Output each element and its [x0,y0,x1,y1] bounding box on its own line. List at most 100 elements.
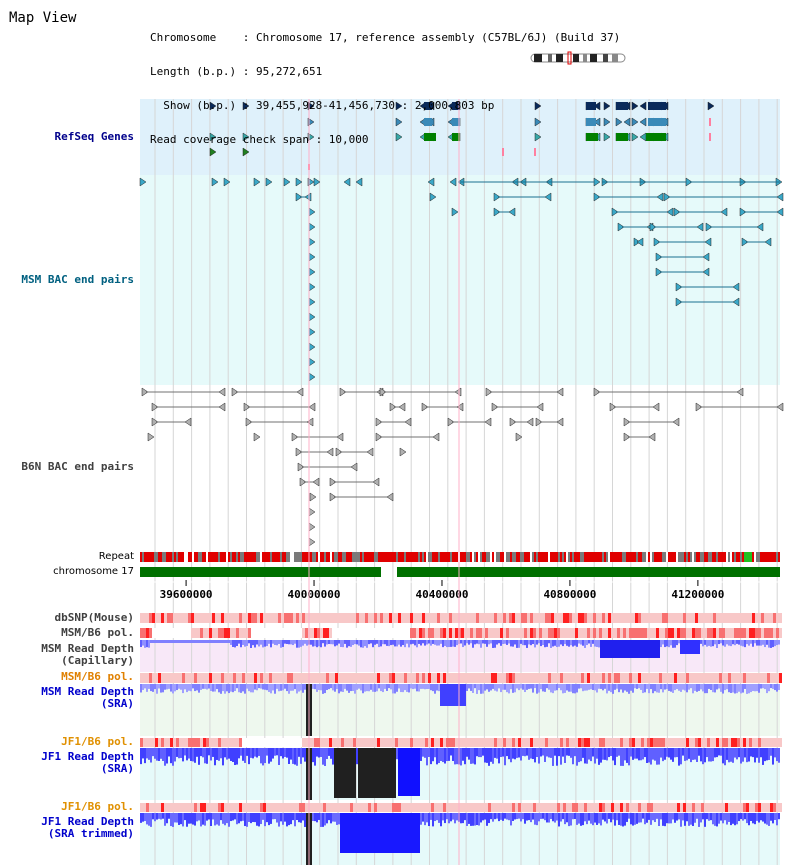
bac-end [265,177,273,187]
repeat-block [370,552,372,562]
depth-bar [312,813,314,821]
depth-bar [560,813,562,822]
depth-bar [178,640,180,643]
pol-cell [158,738,161,747]
depth-bar [696,813,698,819]
pol-cell [167,738,170,747]
pol-cell [596,803,599,812]
bac-end [675,282,683,292]
pol-cell [188,738,191,747]
pol-cell [377,803,380,812]
depth-bar [556,813,558,821]
depth-bar [534,748,536,763]
depth-bar [626,640,628,658]
pol-cell [272,628,275,638]
track-label-jf1-b6-pol-2[interactable]: JF1/B6 pol. [61,800,134,813]
depth-bar [494,684,496,691]
pol-cell [293,738,296,747]
track-label-msm-bac[interactable]: MSM BAC end pairs [21,273,134,286]
repeat-block [588,552,590,562]
pol-cell [188,673,191,683]
pol-cell [281,673,284,683]
depth-bar [522,748,524,756]
track-label-jf1-b6-pol-1[interactable]: JF1/B6 pol. [61,735,134,748]
pol-cell [542,803,545,812]
depth-bar [728,813,730,822]
depth-bar [710,748,712,762]
repeat-block [736,552,738,562]
depth-bar [512,813,514,821]
depth-bar [290,813,292,825]
repeat-block [556,552,558,562]
depth-bar [508,640,510,644]
depth-bar [470,748,472,764]
depth-bar [624,640,626,658]
repeat-block [482,552,484,562]
pol-cell [698,738,701,747]
track-label-msm-depth-sra[interactable]: MSM Read Depth (SRA) [41,685,134,710]
depth-bar [466,813,468,826]
pol-cell [614,803,617,812]
depth-bar [756,813,758,821]
depth-bar [618,813,620,825]
pol-cell [416,628,419,638]
depth-bar [410,684,412,689]
depth-bar [146,684,148,692]
track-label-b6n-bac[interactable]: B6N BAC end pairs [21,460,134,473]
repeat-block [182,552,184,562]
track-label-refseq[interactable]: RefSeq Genes [54,130,134,143]
depth-bar [386,748,388,798]
bac-end [295,192,303,202]
pol-cell [776,738,779,747]
depth-bar [246,640,248,646]
depth-bar [498,748,500,764]
bac-end [379,387,387,397]
pol-cell [584,628,587,638]
pol-cell [650,628,653,638]
depth-bar [500,813,502,820]
depth-bar [234,684,236,691]
depth-bar [748,748,750,762]
depth-bar [674,748,676,758]
pol-cell [557,673,560,683]
pol-cell [716,738,719,747]
pol-cell [329,628,332,638]
depth-bar [662,684,664,693]
track-label-msm-b6-pol-2[interactable]: MSM/B6 pol. [61,670,134,683]
track-label-jf1-depth-trim[interactable]: JF1 Read Depth (SRA trimmed) [41,815,134,840]
depth-bar [314,748,316,766]
depth-bar [624,748,626,761]
depth-bar [348,640,350,647]
pol-cell [545,673,548,683]
track-label-msm-b6-pol-1[interactable]: MSM/B6 pol. [61,626,134,639]
depth-bar [416,640,418,648]
gene-arrow [631,101,639,111]
depth-bar [414,813,416,853]
depth-bar [156,640,158,643]
depth-bar [720,813,722,821]
depth-bar [154,684,156,690]
depth-bar [538,684,540,693]
depth-bar [430,640,432,646]
track-label-dbsnp[interactable]: dbSNP(Mouse) [54,611,134,624]
msm-bac-end-pairs[interactable] [139,177,784,382]
depth-bar [508,748,510,760]
b6n-bac-end-pairs[interactable] [141,387,784,547]
track-label-jf1-depth-sra[interactable]: JF1 Read Depth (SRA) [41,750,134,775]
chromosome-ideogram[interactable] [530,51,626,65]
depth-bar [374,813,376,853]
refseq-genes[interactable] [209,101,715,170]
pol-cell [545,803,548,812]
depth-bar [704,748,706,763]
depth-bar [526,640,528,648]
pol-cell [284,673,287,683]
track-label-msm-depth-capillary[interactable]: MSM Read Depth (Capillary) [41,642,134,667]
depth-bar [664,748,666,760]
pol-cell [482,613,485,623]
pol-cell [389,803,392,812]
depth-bar [332,748,334,765]
pol-cell [485,628,488,638]
depth-bar [510,813,512,826]
pol-cell [317,628,320,638]
